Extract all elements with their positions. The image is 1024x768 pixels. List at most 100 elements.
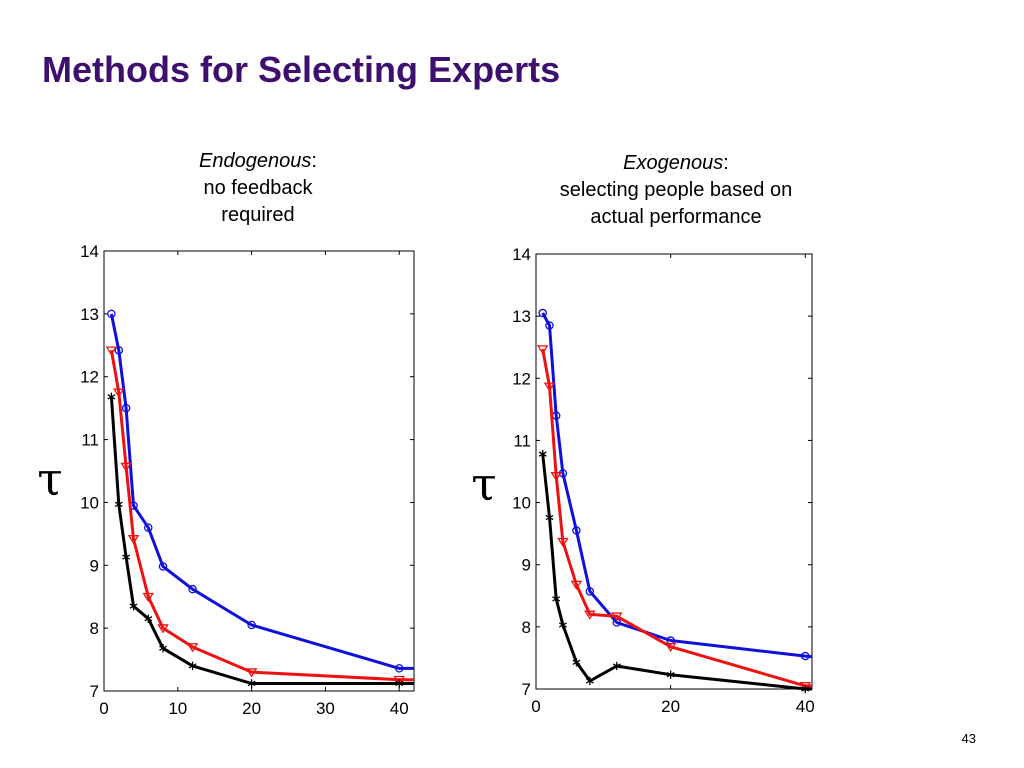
data-point-red-exogenous (799, 682, 812, 692)
y-tick-label-exogenous: 10 (512, 494, 531, 513)
y-tick-label-endogenous: 8 (90, 619, 99, 638)
data-point-blue-exogenous (801, 651, 810, 661)
data-point-red-endogenous (157, 624, 169, 634)
data-point-black-exogenous (585, 676, 594, 686)
data-point-black-endogenous (188, 661, 197, 671)
series-line-black-endogenous (109, 396, 414, 685)
data-point-black-exogenous (572, 658, 581, 667)
x-tick-label-exogenous: 40 (796, 697, 815, 716)
y-tick-label-endogenous: 10 (80, 493, 99, 512)
data-point-blue-exogenous (585, 587, 595, 596)
y-tick-label-exogenous: 13 (512, 307, 531, 326)
data-point-blue-endogenous (394, 664, 404, 673)
y-tick-label-endogenous: 9 (90, 556, 99, 575)
x-tick-label-exogenous: 20 (661, 697, 680, 716)
plot-frame-exogenous (535, 253, 813, 690)
data-point-blue-exogenous (612, 618, 622, 627)
data-point-red-endogenous (393, 675, 406, 686)
caption-endogenous-line3: required (221, 204, 295, 226)
plot-frame-endogenous (103, 250, 415, 692)
series-line-blue-exogenous (541, 312, 813, 659)
data-point-red-endogenous (112, 388, 125, 398)
chart-endogenous: 7 8 9 10 11 12 13 14 0 10 20 30 40 (80, 242, 415, 718)
data-point-red-endogenous (186, 643, 199, 653)
y-tick-label-exogenous: 12 (512, 369, 531, 388)
caption-endogenous-line2: no feedback (203, 177, 313, 199)
x-tick-label-endogenous: 10 (168, 699, 187, 718)
x-tick-label-endogenous: 30 (316, 699, 335, 718)
data-point-red-exogenous (557, 537, 569, 548)
y-axis-label-left: τ (37, 452, 62, 506)
data-point-blue-exogenous (572, 526, 581, 535)
caption-endogenous-line1: Endogenous: (158, 148, 358, 175)
slide-title: Methods for Selecting Experts (42, 49, 561, 90)
caption-endogenous-term: Endogenous (199, 150, 312, 172)
data-point-black-endogenous (114, 500, 123, 509)
data-point-black-endogenous (247, 679, 256, 688)
caption-endogenous: Endogenous: no feedback required (158, 148, 358, 229)
y-tick-label-endogenous: 7 (90, 682, 99, 701)
x-tick-label-endogenous: 20 (242, 699, 261, 718)
data-point-red-exogenous (611, 612, 623, 622)
page-number: 43 (961, 731, 976, 746)
data-point-black-endogenous (395, 679, 404, 688)
data-point-blue-endogenous (144, 523, 153, 532)
y-tick-label-endogenous: 13 (80, 305, 99, 324)
data-point-black-exogenous (538, 449, 547, 459)
data-point-blue-endogenous (188, 584, 197, 594)
data-point-black-exogenous (552, 594, 561, 604)
data-point-red-exogenous (550, 471, 562, 482)
caption-exogenous: Exogenous: selecting people based on act… (526, 150, 826, 231)
data-point-blue-exogenous (545, 321, 554, 330)
x-tick-label-endogenous: 40 (390, 699, 409, 718)
y-tick-label-exogenous: 14 (512, 245, 531, 264)
caption-exogenous-line1: Exogenous: (526, 150, 826, 177)
data-point-black-exogenous (666, 670, 675, 679)
caption-exogenous-term: Exogenous (623, 152, 724, 174)
data-point-red-exogenous (543, 382, 556, 392)
data-point-red-endogenous (142, 592, 155, 603)
y-tick-label-endogenous: 11 (81, 431, 99, 450)
data-point-blue-endogenous (247, 620, 256, 630)
data-point-blue-endogenous (158, 562, 168, 571)
data-point-black-endogenous (107, 392, 116, 402)
data-point-black-exogenous (558, 620, 567, 630)
y-tick-label-exogenous: 9 (522, 556, 531, 575)
data-point-black-endogenous (159, 644, 168, 653)
caption-exogenous-colon: : (723, 152, 729, 174)
data-point-red-exogenous (664, 642, 677, 653)
series-line-black-exogenous (541, 453, 812, 691)
data-point-red-endogenous (105, 346, 118, 356)
y-tick-label-endogenous: 14 (80, 242, 99, 261)
data-point-blue-exogenous (558, 469, 568, 478)
data-point-black-exogenous (801, 684, 810, 694)
data-point-red-exogenous (584, 610, 596, 620)
y-tick-label-endogenous: 12 (80, 368, 99, 387)
data-point-red-exogenous (570, 580, 583, 590)
data-point-red-endogenous (245, 668, 258, 678)
caption-exogenous-line2: selecting people based on (559, 179, 793, 201)
series-line-blue-endogenous (109, 313, 414, 670)
data-point-black-endogenous (129, 601, 138, 611)
chart-exogenous: 7 8 9 10 11 12 13 14 0 20 40 (512, 245, 815, 716)
data-point-black-exogenous (612, 661, 621, 671)
data-point-red-endogenous (127, 535, 140, 545)
y-axis-label-right: τ (471, 457, 496, 511)
data-point-red-endogenous (120, 462, 132, 472)
y-tick-label-exogenous: 8 (522, 618, 531, 637)
x-tick-label-exogenous: 0 (531, 697, 540, 716)
data-point-black-endogenous (122, 552, 131, 562)
x-tick-label-endogenous: 0 (99, 699, 108, 718)
series-line-red-endogenous (109, 350, 414, 682)
data-point-black-exogenous (545, 513, 554, 522)
data-point-blue-endogenous (121, 403, 131, 413)
caption-endogenous-colon: : (311, 150, 317, 172)
series-line-red-exogenous (541, 348, 812, 688)
data-point-blue-exogenous (538, 308, 547, 318)
data-point-blue-endogenous (107, 309, 116, 319)
y-tick-label-exogenous: 7 (522, 680, 531, 699)
caption-exogenous-line3: actual performance (590, 206, 762, 228)
data-point-black-endogenous (144, 614, 153, 623)
data-point-red-exogenous (536, 345, 549, 355)
